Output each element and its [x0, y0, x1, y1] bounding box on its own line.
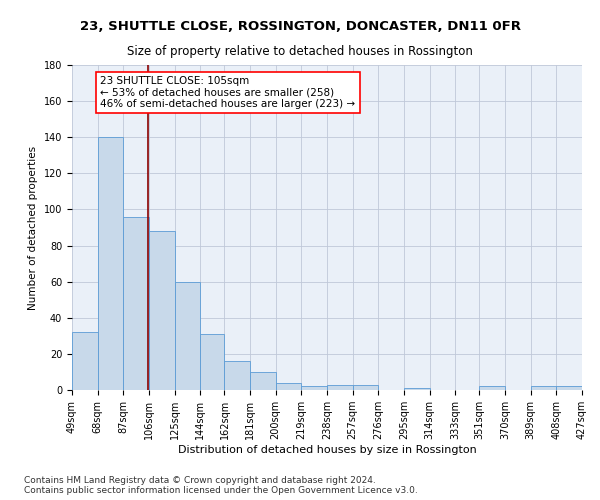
Bar — [479, 386, 505, 390]
Bar — [123, 216, 149, 390]
Text: Size of property relative to detached houses in Rossington: Size of property relative to detached ho… — [127, 45, 473, 58]
Bar — [98, 137, 123, 390]
Bar — [531, 386, 556, 390]
Bar — [556, 386, 582, 390]
Bar — [301, 386, 327, 390]
Bar — [327, 384, 353, 390]
X-axis label: Distribution of detached houses by size in Rossington: Distribution of detached houses by size … — [178, 445, 476, 455]
Bar — [224, 361, 250, 390]
Bar — [353, 384, 378, 390]
Bar — [276, 383, 301, 390]
Bar — [175, 282, 200, 390]
Text: Contains public sector information licensed under the Open Government Licence v3: Contains public sector information licen… — [24, 486, 418, 495]
Y-axis label: Number of detached properties: Number of detached properties — [28, 146, 38, 310]
Bar — [200, 334, 224, 390]
Bar — [149, 231, 175, 390]
Text: 23, SHUTTLE CLOSE, ROSSINGTON, DONCASTER, DN11 0FR: 23, SHUTTLE CLOSE, ROSSINGTON, DONCASTER… — [79, 20, 521, 33]
Bar — [404, 388, 430, 390]
Bar — [72, 332, 98, 390]
Text: Contains HM Land Registry data © Crown copyright and database right 2024.: Contains HM Land Registry data © Crown c… — [24, 476, 376, 485]
Text: 23 SHUTTLE CLOSE: 105sqm
← 53% of detached houses are smaller (258)
46% of semi-: 23 SHUTTLE CLOSE: 105sqm ← 53% of detach… — [100, 76, 355, 109]
Bar — [250, 372, 276, 390]
